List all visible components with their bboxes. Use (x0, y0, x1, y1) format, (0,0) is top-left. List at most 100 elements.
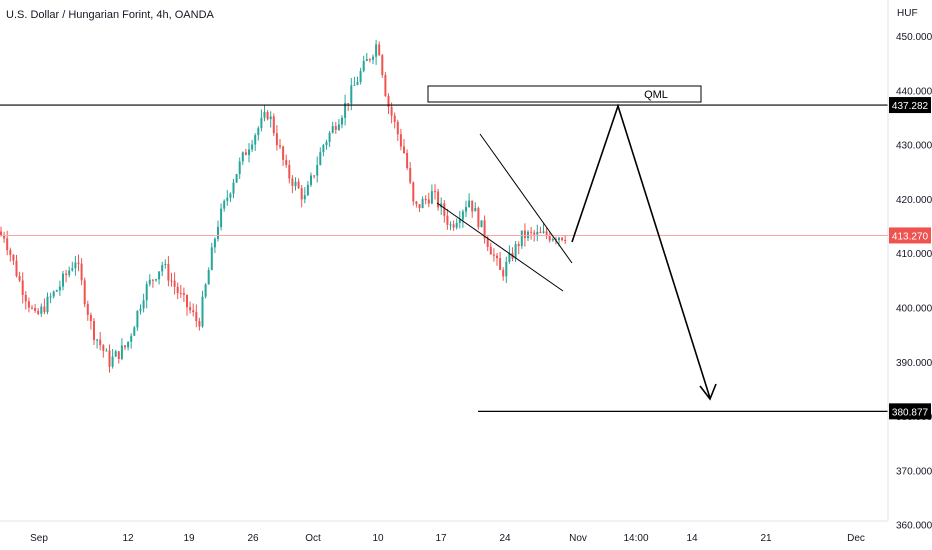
candle-body (378, 44, 381, 56)
candle-body (12, 254, 15, 261)
candle-body (124, 345, 126, 348)
candle-body (548, 235, 551, 241)
candle-body (533, 232, 536, 235)
candle-body (96, 339, 99, 341)
x-tick-label: Sep (30, 533, 48, 544)
candle-body (93, 321, 95, 340)
x-tick-label: 10 (372, 533, 384, 544)
candle-body (415, 201, 418, 205)
candle-body (148, 279, 151, 285)
candle-body (55, 290, 58, 292)
candle-body (117, 351, 120, 359)
candle-body (530, 231, 533, 233)
x-tick-label: 17 (435, 533, 447, 544)
candle-body (344, 103, 347, 118)
candle-body (65, 273, 68, 275)
candle-body (133, 327, 136, 336)
candles-group (0, 39, 567, 373)
candle-body (381, 55, 384, 75)
candle-body (536, 231, 539, 235)
currency-label: HUF (897, 8, 918, 19)
candle-body (489, 246, 492, 255)
candle-body (545, 231, 548, 236)
candle-body (18, 275, 21, 281)
candle-body (189, 307, 192, 311)
candle-body (62, 273, 64, 287)
candle-body (114, 351, 117, 357)
x-tick-label: 14 (686, 533, 698, 544)
candle-body (443, 203, 446, 216)
candle-body (207, 270, 210, 285)
candle-body (275, 133, 278, 146)
candle-body (37, 310, 40, 314)
candle-body (229, 193, 232, 198)
candle-body (223, 200, 226, 209)
candle-body (390, 106, 393, 116)
candle-body (486, 238, 489, 247)
candle-body (139, 308, 142, 311)
candle-body (167, 263, 170, 281)
candle-body (403, 146, 405, 154)
candle-body (0, 231, 2, 236)
candle-body (412, 182, 415, 202)
qml-label: QML (644, 89, 668, 101)
candle-body (220, 208, 223, 227)
candle-body (89, 314, 92, 322)
candle-body (446, 215, 449, 225)
candle-body (31, 307, 33, 309)
x-tick-label: 19 (183, 533, 195, 544)
candle-body (551, 239, 554, 241)
candle-body (235, 174, 238, 183)
candle-body (27, 301, 30, 308)
candle-body (406, 153, 409, 168)
candle-body (257, 128, 260, 136)
candle-body (279, 145, 281, 147)
y-tick-label: 420.000 (896, 195, 932, 206)
candle-body (334, 126, 337, 130)
candle-body (248, 149, 250, 156)
y-tick-label: 400.000 (896, 304, 932, 315)
y-tick-label: 390.000 (896, 358, 932, 369)
candle-body (3, 235, 6, 239)
candle-body (508, 253, 511, 262)
candle-body (387, 96, 390, 107)
candle-body (198, 320, 201, 327)
candle-body (186, 294, 188, 308)
candle-body (71, 268, 74, 271)
candle-body (452, 224, 455, 228)
candle-body (396, 121, 399, 135)
candle-body (359, 71, 362, 82)
candle-body (558, 237, 560, 241)
candle-body (418, 204, 421, 209)
candle-body (155, 279, 157, 281)
candle-body (331, 126, 334, 133)
candle-body (362, 60, 365, 72)
candle-body (282, 146, 285, 160)
candle-body (384, 74, 387, 97)
candle-body (353, 84, 356, 86)
candle-body (46, 296, 49, 313)
y-tick-label: 370.000 (896, 466, 932, 477)
candle-body (34, 308, 37, 311)
candle-body (337, 124, 340, 130)
x-tick-label: 12 (122, 533, 134, 544)
level-badge-upper-bg (889, 97, 931, 114)
candle-body (161, 265, 164, 272)
candle-body (300, 188, 303, 200)
candle-body (465, 207, 467, 212)
candle-body (201, 296, 204, 327)
candle-body (542, 231, 545, 233)
candle-body (291, 178, 294, 186)
candle-body (502, 269, 505, 277)
y-tick-label: 430.000 (896, 141, 932, 152)
candle-body (477, 208, 480, 228)
candle-body (77, 262, 80, 264)
candle-body (24, 294, 27, 302)
candle-body (499, 258, 502, 270)
candle-body (226, 197, 229, 201)
candle-body (269, 116, 272, 120)
candle-body (505, 261, 508, 277)
candle-body (285, 159, 288, 165)
candle-body (83, 280, 86, 305)
